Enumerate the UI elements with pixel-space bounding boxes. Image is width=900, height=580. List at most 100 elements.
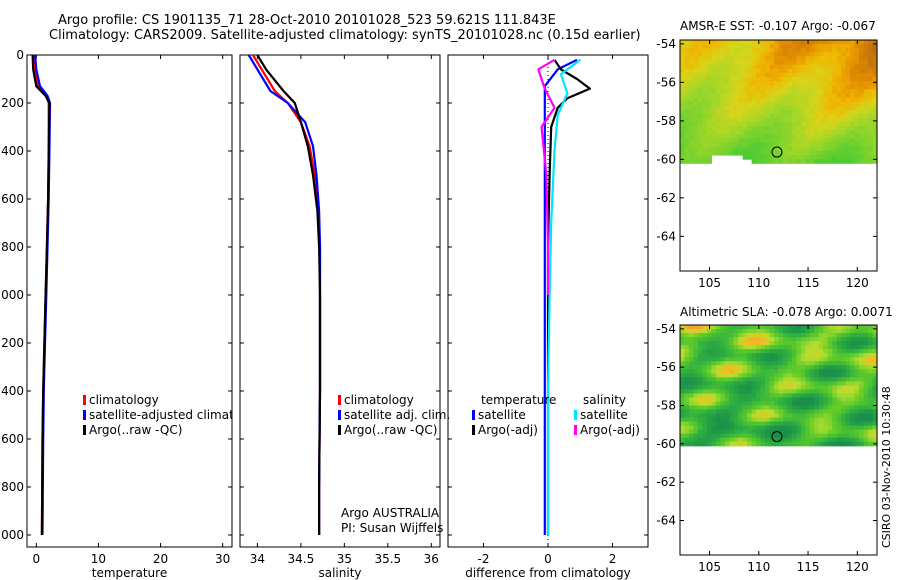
- sla_map-cell: [841, 337, 847, 342]
- sla_map-cell: [729, 357, 735, 362]
- sla_map-cell: [809, 325, 815, 330]
- sla_map-cell: [868, 385, 874, 391]
- sst_map-cell: [702, 76, 708, 82]
- sst_map-cell: [711, 142, 717, 148]
- sst_map-cell: [774, 146, 780, 152]
- sla_map-cell: [711, 421, 717, 427]
- sla_map-cell: [756, 433, 762, 439]
- sst_map-cell: [724, 76, 730, 82]
- sst_map-cell: [863, 122, 869, 127]
- sla_map-cell: [823, 337, 829, 342]
- sla_map-cell: [724, 425, 730, 431]
- sla_map-cell: [688, 417, 695, 423]
- sla_map-cell: [680, 413, 686, 419]
- sst_map-cell: [805, 146, 811, 152]
- sst_map-cell: [747, 56, 753, 62]
- sst_map-cell: [778, 97, 784, 103]
- sst_map-cell: [684, 81, 690, 86]
- sst_map-float-marker: [771, 146, 783, 158]
- sla_map-cell: [751, 373, 757, 378]
- sla_map-cell: [841, 333, 847, 338]
- sla_map-cell: [684, 365, 690, 370]
- sla_map-cell: [756, 397, 762, 403]
- sst_map-cell: [872, 48, 878, 53]
- sst_map-cell: [872, 60, 878, 66]
- sla_map-cell: [715, 409, 721, 415]
- sst_map-cell: [791, 126, 798, 131]
- sla_map-cell: [791, 429, 798, 435]
- sla_map-ytick-label: -54: [656, 322, 676, 336]
- sla_map-ytick-label: -58: [656, 399, 676, 413]
- sst_map-cell: [836, 89, 842, 94]
- sla_map-cell: [747, 333, 753, 338]
- sst_map-cell: [836, 72, 842, 78]
- sla_map-cell: [747, 349, 753, 354]
- sla_map-cell: [805, 381, 811, 386]
- sst_map-cell: [872, 89, 878, 94]
- difference-legend-sal-satellite-swatch: [574, 410, 577, 420]
- sst_map-cell: [706, 76, 712, 82]
- sst_map-cell: [724, 56, 730, 62]
- sst_map-cell: [809, 64, 815, 70]
- sst_map-cell: [823, 154, 829, 160]
- sst_map-cell: [688, 81, 695, 86]
- sst_map-cell: [702, 101, 708, 107]
- sla_map-cell: [765, 441, 771, 447]
- sst_map-cell: [832, 93, 838, 99]
- sla_map-cell: [868, 405, 874, 411]
- sst_map-cell: [760, 134, 766, 140]
- difference-series-1: [546, 59, 592, 535]
- difference-series-2: [546, 58, 581, 535]
- sla_map-cell: [854, 373, 860, 378]
- sla_map-cell: [680, 397, 686, 403]
- sla_map-cell: [769, 441, 775, 447]
- sla_map-cell: [680, 361, 686, 366]
- sla_map-cell: [818, 433, 824, 439]
- sla_map-cell: [787, 405, 793, 411]
- sla_map-cell: [782, 369, 789, 374]
- sst_map-cell: [715, 126, 721, 131]
- sla_map-cell: [769, 385, 775, 391]
- sla_map-cell: [800, 413, 806, 419]
- sst_map-cell: [760, 126, 766, 131]
- sla_map-cell: [774, 341, 780, 346]
- sla_map-cell: [711, 385, 717, 391]
- sla_map-cell: [791, 401, 798, 407]
- sla_map-cell: [684, 381, 690, 386]
- sst_map-cell: [765, 52, 771, 58]
- sst_map-cell: [872, 109, 878, 115]
- sst_map-cell: [836, 134, 842, 140]
- sst_map-cell: [841, 81, 847, 86]
- sst_map-cell: [706, 146, 712, 152]
- sst_map-cell: [751, 126, 757, 131]
- sst_map-cell: [850, 97, 856, 103]
- sst_map-cell: [688, 93, 695, 99]
- sla_map-cell: [688, 409, 695, 415]
- sst_map-cell: [733, 142, 739, 148]
- sst_map-cell: [859, 134, 865, 140]
- sla_map-cell: [769, 337, 775, 342]
- sla_map-cell: [724, 353, 730, 358]
- sla_map-cell: [832, 437, 838, 443]
- sla_map-cell: [809, 385, 815, 391]
- sla_map-cell: [751, 421, 757, 427]
- sla_map-cell: [854, 433, 860, 439]
- sla_map-cell: [814, 433, 820, 439]
- sla_map-cell: [805, 373, 811, 378]
- sst_map-cell: [818, 126, 824, 131]
- sst_map-cell: [765, 118, 771, 123]
- sla_map-cell: [778, 389, 784, 395]
- sla_map-cell: [688, 349, 695, 354]
- sst_map-cell: [791, 56, 798, 62]
- sla_map-cell: [684, 425, 690, 431]
- sla_map-cell: [733, 325, 739, 330]
- sst_map-cell: [742, 52, 748, 58]
- sla_map-cell: [680, 329, 686, 334]
- sst_map-cell: [787, 113, 793, 119]
- sla_map-cell: [850, 325, 856, 330]
- sla_map-cell: [809, 337, 815, 342]
- sst_map-cell: [702, 109, 708, 115]
- sla_map-cell: [706, 381, 712, 386]
- sst_map-cell: [814, 85, 820, 90]
- sst_map-cell: [720, 118, 726, 123]
